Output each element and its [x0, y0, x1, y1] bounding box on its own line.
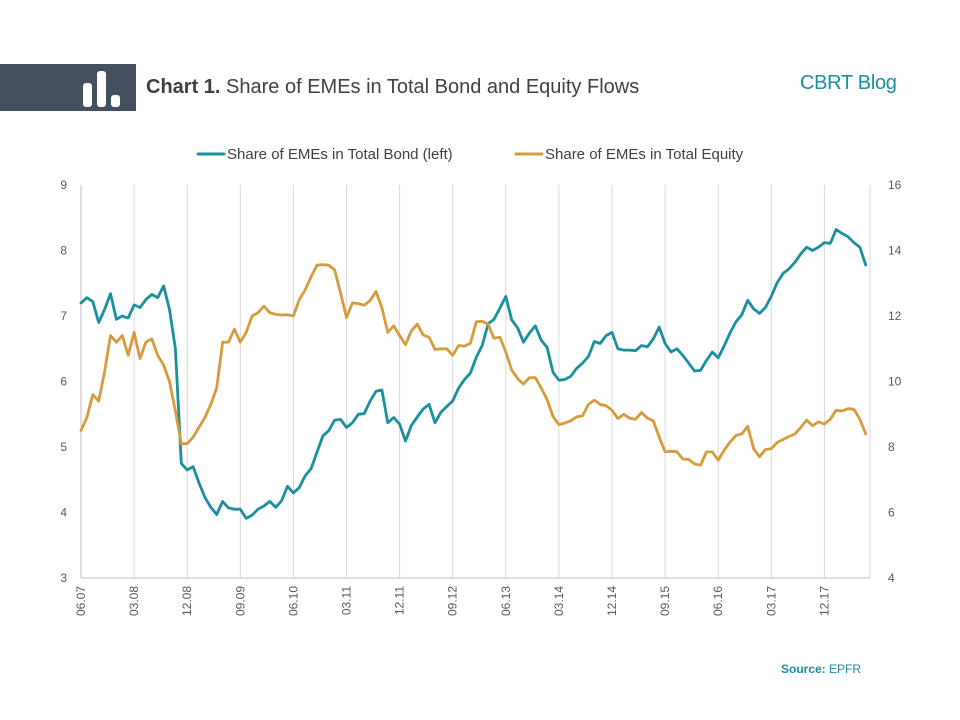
- y-right-tick-label: 4: [888, 571, 895, 585]
- y-right-tick-label: 6: [888, 506, 895, 520]
- y-right-tick-label: 10: [888, 375, 902, 389]
- source-value: EPFR: [829, 662, 862, 676]
- x-tick-label: 12.08: [180, 586, 194, 616]
- x-tick-label: 12.17: [817, 586, 831, 616]
- y-left-tick-label: 7: [60, 309, 67, 323]
- x-tick-label: 03.17: [764, 586, 778, 616]
- source-note: Source: EPFR: [781, 662, 861, 676]
- header-bar: [0, 64, 136, 111]
- x-tick-label: 09.15: [658, 586, 672, 616]
- x-tick-label: 03.14: [552, 586, 566, 616]
- x-tick-label: 03.11: [340, 586, 354, 615]
- y-left-tick-label: 9: [60, 178, 67, 192]
- y-right-tick-label: 16: [888, 178, 902, 192]
- legend-label: Share of EMEs in Total Equity: [545, 146, 744, 163]
- brand-logo-text: CBRT Blog: [800, 72, 897, 94]
- x-tick-label: 03.08: [127, 586, 141, 616]
- x-tick-label: 09.12: [446, 586, 460, 616]
- y-right-tick-label: 12: [888, 309, 902, 323]
- y-right-tick-label: 14: [888, 244, 902, 258]
- y-left-tick-label: 6: [60, 375, 67, 389]
- y-left-tick-label: 4: [60, 506, 67, 520]
- source-label: Source:: [781, 662, 826, 676]
- series-line-equity: [79, 263, 868, 467]
- x-tick-label: 06.07: [74, 586, 88, 616]
- series-line-bond: [79, 228, 868, 520]
- chart-series: [79, 228, 868, 520]
- chart-title-prefix: Chart 1.: [146, 76, 221, 98]
- x-tick-label: 12.11: [393, 586, 407, 615]
- chart-axes: 3 4 5 6 7 8 9 4 6 8 10 12 14 16 06.07 03.08 12.08 09.09 06…: [60, 178, 901, 616]
- legend-label: Share of EMEs in Total Bond (left): [227, 146, 453, 163]
- y-left-tick-label: 5: [60, 440, 67, 454]
- x-tick-label: 12.14: [605, 586, 619, 616]
- y-left-tick-label: 3: [60, 571, 67, 585]
- x-tick-label: 06.13: [499, 586, 513, 616]
- y-right-tick-label: 8: [888, 440, 895, 454]
- bar-chart-icon: [83, 71, 120, 107]
- x-tick-label: 09.09: [233, 586, 247, 616]
- chart-title-text: Share of EMEs in Total Bond and Equity F…: [226, 76, 640, 98]
- chart-gridlines: [133, 185, 871, 578]
- y-left-tick-label: 8: [60, 244, 67, 258]
- x-tick-label: 06.16: [711, 586, 725, 616]
- chart-title: Chart 1. Share of EMEs in Total Bond and…: [146, 76, 639, 99]
- x-tick-label: 06.10: [286, 586, 300, 616]
- chart-legend: Share of EMEs in Total Bond (left) Share …: [196, 146, 744, 163]
